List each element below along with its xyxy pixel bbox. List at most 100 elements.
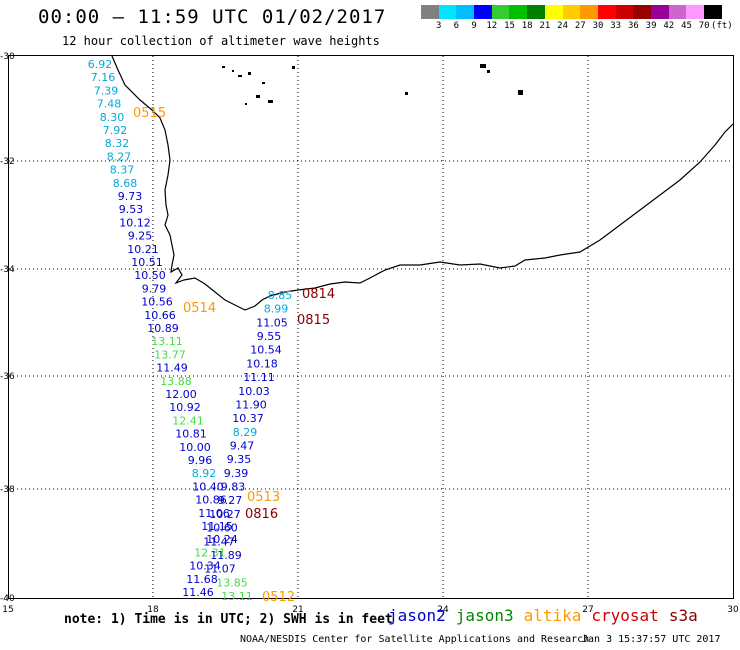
wave-height-label: 7.16 xyxy=(91,71,116,84)
satellite-legend: jason2 jason3 altika cryosat s3a xyxy=(388,606,708,625)
color-scale-label: (ft) xyxy=(711,21,733,31)
color-scale-label: 27 xyxy=(574,21,586,31)
legend-item-cryosat: cryosat xyxy=(591,606,659,625)
lon-label: 27 xyxy=(582,605,593,615)
wave-height-label: 9.27 xyxy=(218,494,243,507)
wave-height-label: 8.99 xyxy=(264,303,289,316)
wave-height-label: 11.11 xyxy=(243,371,275,384)
wave-height-label: 10.40 xyxy=(192,480,224,493)
color-swatch xyxy=(456,5,475,19)
wave-height-label: 11.90 xyxy=(235,398,267,411)
color-swatch xyxy=(668,5,687,19)
credit-text: NOAA/NESDIS Center for Satellite Applica… xyxy=(240,634,590,645)
wave-height-label: 10.27 xyxy=(209,508,241,521)
color-scale-label: 70 xyxy=(698,21,710,31)
wave-height-label: 11.47 xyxy=(203,535,235,548)
page-title: 00:00 — 11:59 UTC 01/02/2017 xyxy=(38,6,387,28)
wave-height-label: 7.92 xyxy=(103,124,128,137)
wave-height-label: 10.00 xyxy=(179,441,211,454)
color-swatch xyxy=(615,5,634,19)
color-scale-label: 9 xyxy=(471,21,477,31)
wave-height-label: 10.60 xyxy=(206,522,238,535)
color-swatch xyxy=(650,5,669,19)
wave-height-label: 9.47 xyxy=(230,440,255,453)
lat-label: -30 xyxy=(0,52,15,62)
wave-height-label: 10.89 xyxy=(147,322,179,335)
color-scale-label: 33 xyxy=(610,21,622,31)
altimeter-track-east: 8.858.9911.059.5510.5410.1811.1110.0311.… xyxy=(203,289,292,603)
wave-height-label: 11.05 xyxy=(256,316,288,329)
wave-height-label: 10.12 xyxy=(119,216,151,229)
color-scale-label: 18 xyxy=(521,21,533,31)
wave-height-label: 7.39 xyxy=(94,84,119,97)
pass-time-label: 0816 xyxy=(245,507,278,522)
color-scale-label: 45 xyxy=(681,21,692,31)
altimeter-track-west: 6.927.167.397.488.307.928.328.278.378.68… xyxy=(88,58,238,599)
lon-label: 15 xyxy=(2,605,13,615)
color-scale-label: 36 xyxy=(627,21,639,31)
color-scale-bar xyxy=(421,5,722,19)
wave-height-label: 13.11 xyxy=(151,335,183,348)
wave-height-label: 12.00 xyxy=(165,388,197,401)
wave-height-label: 10.86 xyxy=(195,494,227,507)
wave-height-label: 7.48 xyxy=(97,98,122,111)
color-scale-label: 24 xyxy=(557,21,569,31)
wave-height-label: 10.03 xyxy=(238,385,270,398)
wave-height-label: 9.73 xyxy=(118,190,143,203)
legend-item-jason2: jason2 xyxy=(388,606,446,625)
wave-height-label: 8.92 xyxy=(192,467,217,480)
lat-label: -34 xyxy=(0,265,15,275)
wave-height-label: 12.41 xyxy=(172,414,204,427)
color-scale-label: 6 xyxy=(453,21,460,31)
wave-height-label: 10.54 xyxy=(250,344,282,357)
coastline xyxy=(111,55,734,311)
color-swatch xyxy=(438,5,457,19)
wave-height-label: 12.31 xyxy=(194,546,226,559)
wave-height-label: 10.50 xyxy=(134,269,166,282)
lon-label: 21 xyxy=(292,605,303,615)
color-swatch xyxy=(527,5,545,19)
wave-height-label: 8.29 xyxy=(233,426,258,439)
wave-height-label: 9.79 xyxy=(142,282,167,295)
color-swatch xyxy=(633,5,651,19)
wave-height-label: 8.85 xyxy=(268,289,293,302)
pass-time-label: 0515 xyxy=(133,106,166,121)
wave-height-label: 10.24 xyxy=(206,533,238,546)
color-swatch xyxy=(580,5,598,19)
pass-time-labels: 0515 0514 0513 0512 0814 0815 0816 xyxy=(133,106,335,605)
pass-time-label: 0514 xyxy=(183,301,216,316)
wave-height-label: 13.85 xyxy=(216,576,248,589)
wave-height-label: 13.77 xyxy=(154,348,186,361)
color-swatch xyxy=(544,5,563,19)
wave-height-label: 13.11 xyxy=(221,590,253,603)
color-swatch xyxy=(562,5,581,19)
islands xyxy=(222,64,523,105)
wave-height-label: 6.92 xyxy=(88,58,113,71)
wave-height-label: 9.25 xyxy=(128,230,153,243)
wave-height-label: 10.51 xyxy=(131,256,163,269)
lat-label: -36 xyxy=(0,372,15,382)
legend-item-altika: altika xyxy=(523,606,582,625)
wave-height-label: 11.15 xyxy=(201,520,233,533)
legend-item-s3a: s3a xyxy=(668,606,698,625)
lon-label: 30 xyxy=(727,605,739,615)
wave-height-label: 9.83 xyxy=(221,481,246,494)
pass-time-label: 0814 xyxy=(302,287,335,302)
color-swatch xyxy=(509,5,528,19)
color-swatch xyxy=(704,5,722,19)
graticule xyxy=(9,56,733,598)
wave-height-label: 10.34 xyxy=(189,560,221,573)
color-swatch xyxy=(597,5,616,19)
lat-label: -38 xyxy=(0,485,15,495)
wave-height-label: 10.56 xyxy=(141,296,173,309)
wave-height-label: 9.35 xyxy=(227,453,252,466)
wave-height-label: 11.49 xyxy=(156,362,188,375)
legend-item-jason3: jason3 xyxy=(455,606,514,625)
wave-height-label: 11.68 xyxy=(186,573,218,586)
wave-height-label: 9.55 xyxy=(257,330,282,343)
color-scale-label: 39 xyxy=(645,21,657,31)
color-swatch xyxy=(421,5,439,19)
color-scale-label: 42 xyxy=(663,21,675,31)
